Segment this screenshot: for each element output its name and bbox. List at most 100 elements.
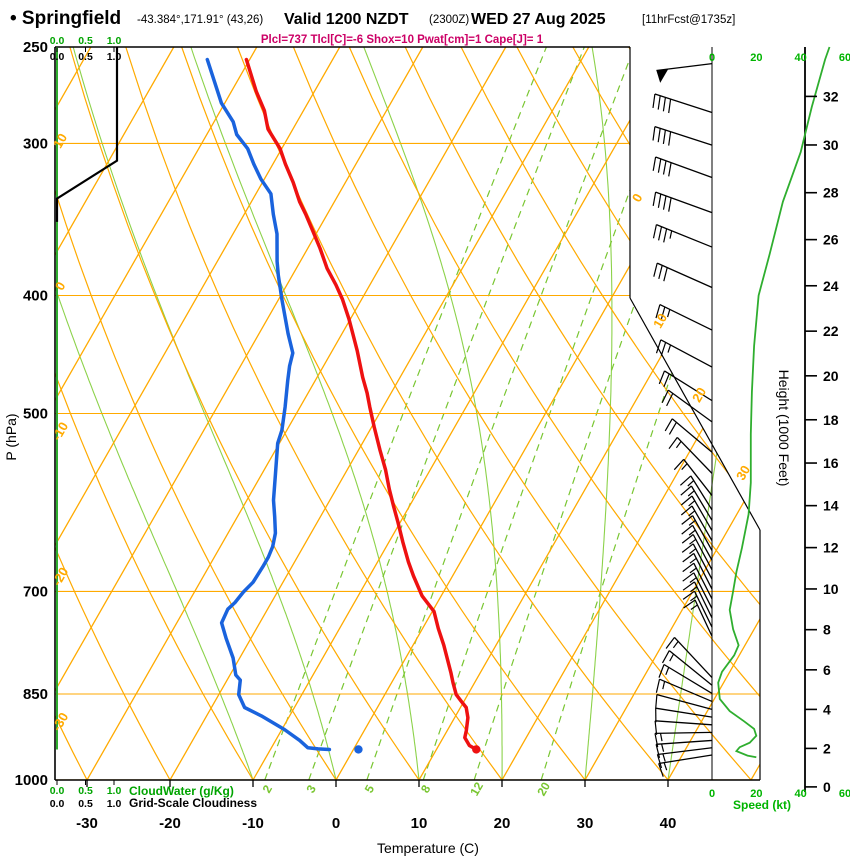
barb-staff (657, 747, 713, 756)
barb-feather (657, 158, 662, 173)
wind-barb (683, 599, 713, 637)
barb-feather (668, 197, 672, 212)
pressure-tick-label: 300 (23, 135, 48, 152)
barb-staff (671, 418, 713, 453)
height-tick-label: 0 (823, 779, 831, 795)
barb-staff (692, 543, 713, 580)
barb-feather (668, 131, 672, 146)
mixing-ratio-label: 2 (260, 782, 276, 795)
wind-barb (680, 485, 713, 521)
barb-feather (681, 543, 694, 553)
speed-tick-label-top: 0 (709, 52, 715, 64)
barb-feather (680, 505, 693, 516)
wind-barb (652, 156, 713, 179)
cloudiness-trace (55, 47, 119, 222)
height-tick-label: 4 (823, 701, 831, 717)
wind-barb (668, 436, 713, 474)
pressure-tick-label: 400 (23, 287, 48, 304)
wind-barb (679, 475, 713, 511)
barb-staff (674, 636, 713, 679)
barb-staff (658, 754, 713, 765)
speed-tick-label-bottom: 60 (839, 788, 850, 800)
cloud-scale-label-green-bottom: 1.0 (107, 785, 122, 797)
barb-feather (665, 637, 675, 649)
wind-barb (658, 754, 713, 777)
barb-staff (690, 475, 713, 511)
barb-staff (656, 223, 713, 248)
cloudiness-axis-label: Grid-Scale Cloudiness (129, 796, 257, 810)
isotherm-label-left: -30 (49, 710, 71, 734)
temp-tick-label: -10 (242, 815, 264, 832)
height-tick-label: 22 (823, 323, 839, 339)
moist-adiabat-line (363, 47, 503, 780)
barb-feather (662, 681, 666, 690)
barb-staff (659, 304, 713, 331)
barb-feather (689, 538, 697, 545)
barb-feather (668, 162, 672, 177)
barb-feather (689, 557, 697, 564)
barb-feather (654, 720, 658, 735)
barb-staff (690, 485, 713, 521)
barb-staff (659, 678, 713, 703)
barb-feather (682, 581, 695, 591)
forecast-info: [11hrFcst@1735z] (642, 14, 735, 26)
wind-barb (664, 418, 713, 453)
barb-feather (690, 604, 698, 610)
barb-feather (659, 733, 663, 742)
temperature-trace (244, 57, 479, 752)
temp-tick-label: -30 (76, 815, 98, 832)
barb-feather (652, 93, 656, 108)
wind-barb (673, 458, 713, 496)
speed-tick-label-bottom: 20 (750, 788, 762, 800)
barb-staff (667, 389, 713, 423)
temp-tick-label: 40 (660, 815, 677, 832)
isotherm-label-left: -20 (49, 565, 71, 589)
mixing-ratio-label: 20 (534, 779, 553, 798)
valid-time: Valid 1200 NZDT (284, 11, 409, 28)
barb-feather (652, 191, 657, 207)
isotherm-line (584, 47, 760, 780)
valid-zulu: (2300Z) (429, 14, 469, 26)
barb-feather (689, 548, 697, 555)
barb-feather (658, 664, 665, 678)
wind-barb (658, 370, 713, 402)
grid-lines (55, 47, 760, 780)
temp-tick-label: -20 (159, 815, 181, 832)
barb-feather (668, 421, 677, 435)
dry-adiabat-line (55, 47, 254, 780)
barb-feather (673, 458, 685, 471)
dewpoint-trace (205, 57, 332, 752)
barb-feather (669, 653, 675, 662)
barb-feather (661, 743, 665, 752)
dry-adiabat-line (55, 47, 171, 780)
height-tick-label: 14 (823, 498, 839, 514)
barb-feather (660, 306, 666, 321)
speed-tick-label-top: 20 (750, 52, 762, 64)
barb-feather (657, 95, 661, 110)
sounding-profiles (55, 46, 831, 759)
barb-feather (652, 224, 657, 239)
barb-feather (689, 577, 697, 583)
wind-barb (656, 747, 713, 769)
barb-feather (662, 753, 666, 762)
barb-feather (682, 562, 695, 573)
cloud-scale-label-black-bottom: 0.5 (78, 798, 93, 810)
barb-feather (687, 480, 695, 487)
wind-barb (655, 304, 713, 331)
dry-adiabat-line (460, 47, 760, 780)
wind-barb (680, 505, 713, 541)
wind-speed-trace (717, 46, 831, 759)
barb-feather (669, 230, 673, 239)
barb-feather (667, 344, 672, 353)
wind-barb (656, 63, 713, 83)
barb-staff (693, 553, 713, 590)
pressure-tick-label: 850 (23, 686, 48, 703)
temp-tick-label: 0 (332, 815, 340, 832)
barb-staff (655, 720, 713, 726)
barb-staff (693, 562, 713, 600)
height-tick-label: 26 (823, 232, 839, 248)
wind-barb (682, 562, 713, 600)
barb-feather (689, 567, 697, 574)
